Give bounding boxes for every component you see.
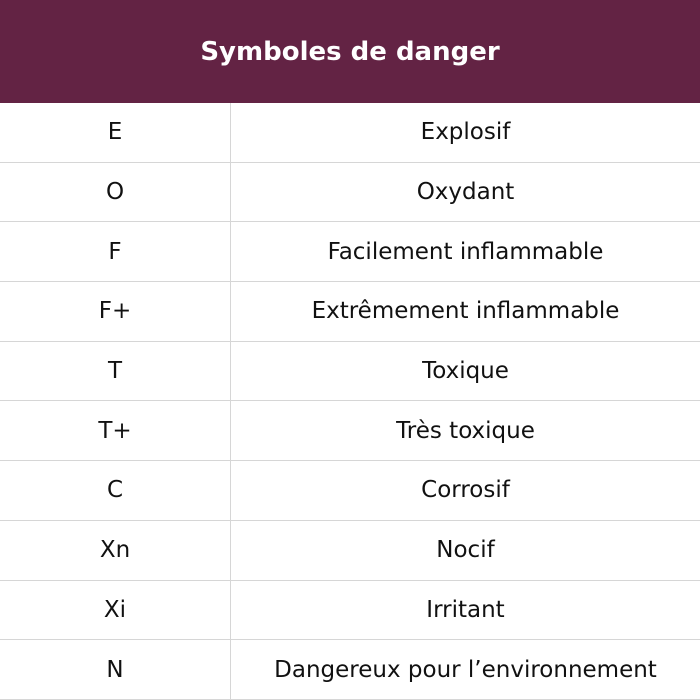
symbol-code: O: [0, 161, 231, 223]
symbol-label: Facilement inflammable: [230, 221, 700, 283]
table-row: Xi Irritant: [0, 579, 700, 641]
symbol-label: Toxique: [230, 340, 700, 402]
symbol-code: Xi: [0, 579, 231, 641]
symbol-code: T: [0, 340, 231, 402]
symbol-code: C: [0, 460, 231, 521]
table-title: Symboles de danger: [200, 36, 500, 67]
danger-symbols-table: E Explosif O Oxydant F Facilement inflammable…: [0, 103, 700, 700]
symbol-label: Dangereux pour l’environnement: [230, 639, 700, 700]
symbol-code: F+: [0, 281, 231, 342]
symbol-code: Xn: [0, 519, 231, 581]
symbol-code: T+: [0, 400, 231, 462]
symbol-code: E: [0, 103, 231, 163]
symbol-code: N: [0, 639, 231, 700]
symbol-label: Corrosif: [230, 460, 700, 521]
table-row: E Explosif: [0, 103, 700, 163]
table-row: F Facilement inflammable: [0, 221, 700, 283]
table-row: N Dangereux pour l’environnement: [0, 639, 700, 700]
symbol-label: Très toxique: [230, 400, 700, 462]
symbol-label: Oxydant: [230, 161, 700, 223]
symbol-label: Explosif: [230, 103, 700, 163]
table-row: C Corrosif: [0, 460, 700, 521]
symbol-label: Irritant: [230, 579, 700, 641]
table-row: F+ Extrêmement inflammable: [0, 281, 700, 342]
table-row: T+ Très toxique: [0, 400, 700, 462]
symbol-label: Extrêmement inflammable: [230, 281, 700, 342]
table-row: Xn Nocif: [0, 519, 700, 581]
symbol-code: F: [0, 221, 231, 283]
symbol-label: Nocif: [230, 519, 700, 581]
table-header: Symboles de danger: [0, 0, 700, 103]
table-row: T Toxique: [0, 340, 700, 402]
table-row: O Oxydant: [0, 161, 700, 223]
